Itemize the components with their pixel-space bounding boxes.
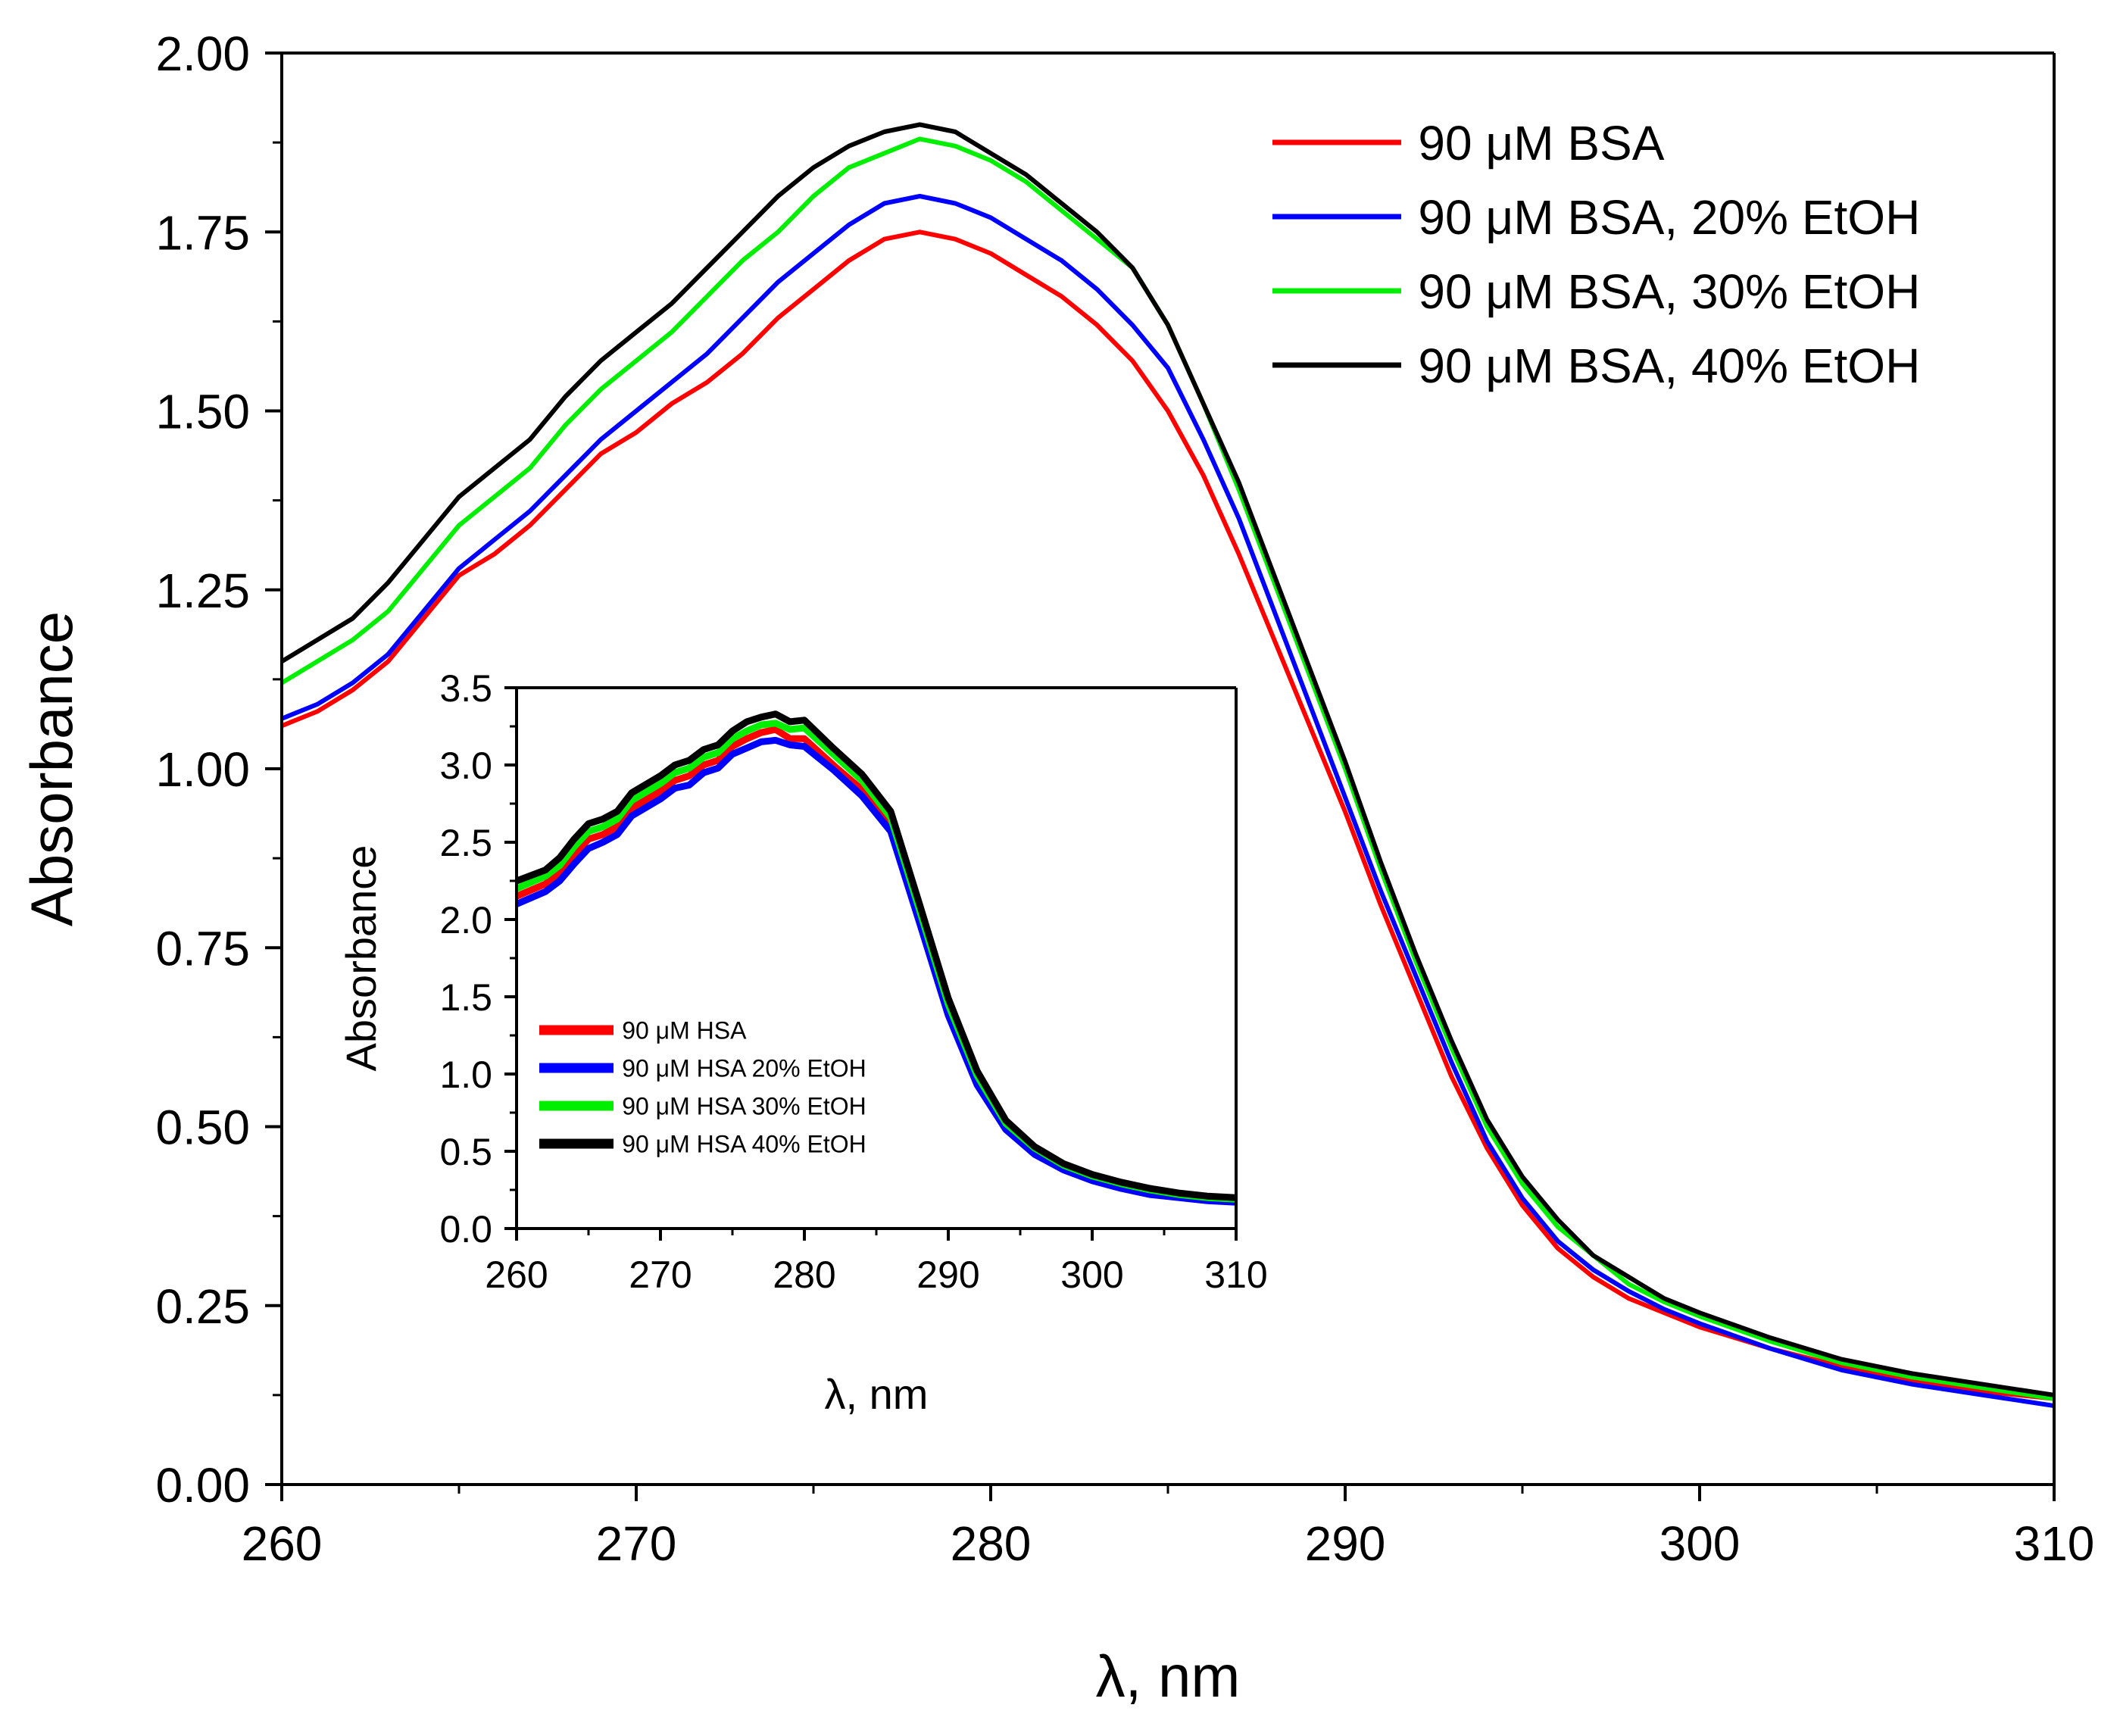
main-y-tick-label: 1.25	[155, 564, 250, 618]
main-y-tick-label: 1.00	[155, 742, 250, 797]
main-y-tick-label: 1.75	[155, 205, 250, 260]
inset-y-tick-label: 3.0	[439, 745, 492, 787]
main-series-line-1	[282, 229, 2054, 1401]
main-x-tick-label: 310	[2014, 1516, 2095, 1571]
inset-series-line-4	[517, 710, 1236, 1201]
inset-x-tick-label: 260	[485, 1254, 548, 1296]
inset-y-axis-label: Absorbance	[337, 845, 385, 1072]
inset-x-tick-label: 300	[1060, 1254, 1123, 1296]
inset-y-tick-label: 3.5	[439, 667, 492, 710]
inset-y-tick-label: 0.5	[439, 1131, 492, 1173]
main-x-tick-label: 260	[242, 1516, 323, 1571]
main-x-tick-label: 300	[1659, 1516, 1741, 1571]
main-y-tick-label: 0.00	[155, 1458, 250, 1513]
inset-y-tick-label: 1.0	[439, 1054, 492, 1096]
inset-x-axis-label: λ, nm	[825, 1370, 929, 1418]
inset-y-tick-label: 2.5	[439, 822, 492, 864]
main-series-line-4	[282, 122, 2054, 1397]
inset-legend-label-4: 90 μM HSA 40% EtOH	[622, 1131, 866, 1158]
main-legend-label-3: 90 μM BSA, 30% EtOH	[1418, 264, 1920, 319]
main-x-tick-label: 270	[596, 1516, 677, 1571]
inset-series-line-2	[517, 736, 1236, 1206]
main-y-tick-label: 2.00	[155, 27, 250, 81]
inset-plot-background	[517, 688, 1236, 1229]
main-axes: 260 270 280 290 300 310 0.00 0.25 0.50 0.75 1.00 1.…	[155, 27, 2094, 1571]
main-legend-label-2: 90 μM BSA, 20% EtOH	[1418, 190, 1920, 245]
main-chart: 260 270 280 290 300 310 0.00 0.25 0.50 0.75 1.00 1.…	[18, 27, 2094, 1709]
main-y-tick-label: 0.75	[155, 921, 250, 976]
inset-legend: 90 μM HSA 90 μM HSA 20% EtOH 90 μM HSA 30%…	[539, 1017, 866, 1158]
main-x-tick-label: 290	[1305, 1516, 1386, 1571]
inset-legend-label-3: 90 μM HSA 30% EtOH	[622, 1093, 866, 1120]
main-x-axis-label: λ, nm	[1096, 1643, 1241, 1709]
main-y-tick-label: 1.50	[155, 385, 250, 439]
main-y-axis-label: Absorbance	[18, 611, 85, 926]
inset-x-tick-label: 310	[1204, 1254, 1267, 1296]
inset-legend-label-1: 90 μM HSA	[622, 1017, 747, 1044]
main-y-tick-label: 0.25	[155, 1279, 250, 1334]
main-legend: 90 μM BSA 90 μM BSA, 20% EtOH 90 μM BSA, 3…	[1272, 116, 1920, 393]
inset-y-tick-label: 1.5	[439, 976, 492, 1019]
inset-x-tick-label: 290	[916, 1254, 979, 1296]
inset-chart: 260 270 280 290 300 310 0.0 0.5 1.0 1.5 2.0 2.5 3.0 3…	[337, 667, 1268, 1418]
inset-series-group	[517, 710, 1236, 1206]
main-legend-label-1: 90 μM BSA	[1418, 116, 1664, 170]
main-series-group	[282, 122, 2054, 1408]
main-series-line-3	[282, 136, 2054, 1401]
main-legend-label-4: 90 μM BSA, 40% EtOH	[1418, 339, 1920, 393]
main-y-tick-label: 0.50	[155, 1101, 250, 1155]
inset-axes: 260 270 280 290 300 310 0.0 0.5 1.0 1.5 2.0 2.5 3.0 3…	[439, 667, 1267, 1296]
inset-x-tick-label: 270	[629, 1254, 692, 1296]
inset-x-tick-label: 280	[773, 1254, 835, 1296]
inset-y-tick-label: 2.0	[439, 899, 492, 941]
main-series-line-2	[282, 194, 2054, 1408]
main-x-tick-label: 280	[951, 1516, 1032, 1571]
inset-y-tick-label: 0.0	[439, 1208, 492, 1250]
inset-legend-label-2: 90 μM HSA 20% EtOH	[622, 1055, 866, 1082]
